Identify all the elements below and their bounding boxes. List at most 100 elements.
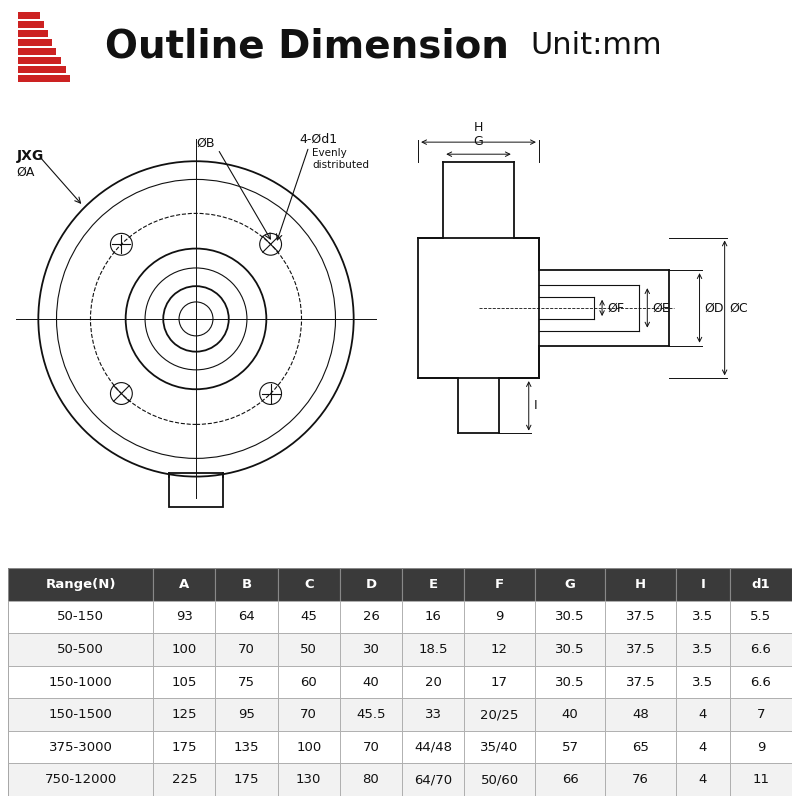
FancyBboxPatch shape <box>18 57 61 64</box>
Bar <box>730 698 792 731</box>
Text: 30.5: 30.5 <box>555 610 585 623</box>
Bar <box>606 568 676 601</box>
Text: 16: 16 <box>425 610 442 623</box>
Text: 12: 12 <box>491 643 508 656</box>
Text: 30.5: 30.5 <box>555 675 585 689</box>
Text: 150-1000: 150-1000 <box>49 675 113 689</box>
Text: 4: 4 <box>698 774 707 786</box>
Bar <box>8 698 153 731</box>
Bar <box>535 601 606 633</box>
Bar <box>278 763 340 796</box>
Text: 30.5: 30.5 <box>555 643 585 656</box>
Bar <box>402 601 464 633</box>
FancyBboxPatch shape <box>18 47 56 55</box>
Bar <box>8 763 153 796</box>
Bar <box>215 633 278 666</box>
Bar <box>340 568 402 601</box>
Text: H: H <box>635 578 646 590</box>
Text: JXG: JXG <box>17 149 44 163</box>
Bar <box>153 763 215 796</box>
Text: 4: 4 <box>698 708 707 721</box>
Bar <box>153 568 215 601</box>
Bar <box>402 698 464 731</box>
Bar <box>402 763 464 796</box>
Text: 100: 100 <box>296 741 322 754</box>
Bar <box>278 666 340 698</box>
Text: 65: 65 <box>632 741 649 754</box>
Bar <box>402 633 464 666</box>
Bar <box>606 601 676 633</box>
Text: Outline Dimension: Outline Dimension <box>105 27 509 65</box>
Text: 50-150: 50-150 <box>57 610 104 623</box>
Text: I: I <box>700 578 706 590</box>
Text: ØE: ØE <box>652 302 670 314</box>
Text: 66: 66 <box>562 774 578 786</box>
Text: A: A <box>179 578 190 590</box>
Text: 175: 175 <box>171 741 197 754</box>
Text: 37.5: 37.5 <box>626 675 655 689</box>
Bar <box>606 698 676 731</box>
Bar <box>606 666 676 698</box>
Text: 18.5: 18.5 <box>418 643 448 656</box>
Text: 76: 76 <box>632 774 649 786</box>
Text: 60: 60 <box>300 675 317 689</box>
Bar <box>676 568 730 601</box>
Text: 9: 9 <box>495 610 504 623</box>
Bar <box>606 763 676 796</box>
Bar <box>153 601 215 633</box>
Bar <box>464 698 535 731</box>
Text: 150-1500: 150-1500 <box>49 708 113 721</box>
Text: 50-500: 50-500 <box>57 643 104 656</box>
Text: 70: 70 <box>238 643 255 656</box>
Bar <box>8 731 153 763</box>
Text: 11: 11 <box>752 774 770 786</box>
Bar <box>215 666 278 698</box>
FancyBboxPatch shape <box>18 66 66 73</box>
Text: F: F <box>495 578 504 590</box>
Bar <box>730 601 792 633</box>
Bar <box>464 633 535 666</box>
Bar <box>8 666 153 698</box>
Bar <box>278 731 340 763</box>
Text: G: G <box>565 578 575 590</box>
Text: B: B <box>242 578 251 590</box>
Text: 225: 225 <box>171 774 197 786</box>
Bar <box>402 666 464 698</box>
Text: G: G <box>474 135 483 148</box>
Text: ØA: ØA <box>17 166 35 179</box>
Text: 20: 20 <box>425 675 442 689</box>
Text: 95: 95 <box>238 708 255 721</box>
Text: 50/60: 50/60 <box>481 774 518 786</box>
Bar <box>606 633 676 666</box>
Text: 44/48: 44/48 <box>414 741 452 754</box>
Text: 135: 135 <box>234 741 259 754</box>
Bar <box>730 763 792 796</box>
FancyBboxPatch shape <box>18 74 70 82</box>
Text: C: C <box>304 578 314 590</box>
Text: H: H <box>474 121 483 134</box>
Text: 93: 93 <box>176 610 193 623</box>
Bar <box>278 601 340 633</box>
Text: 4: 4 <box>698 741 707 754</box>
Bar <box>730 731 792 763</box>
Text: 6.6: 6.6 <box>750 643 771 656</box>
Text: 70: 70 <box>362 741 379 754</box>
Bar <box>215 698 278 731</box>
Text: 6.6: 6.6 <box>750 675 771 689</box>
Bar <box>340 633 402 666</box>
Text: 750-12000: 750-12000 <box>45 774 117 786</box>
Text: D: D <box>366 578 377 590</box>
Text: ØB: ØB <box>197 137 215 150</box>
FancyBboxPatch shape <box>18 21 44 28</box>
Text: distributed: distributed <box>313 160 370 170</box>
Bar <box>535 731 606 763</box>
Text: 70: 70 <box>300 708 317 721</box>
Bar <box>730 568 792 601</box>
Text: E: E <box>429 578 438 590</box>
Text: 40: 40 <box>562 708 578 721</box>
Bar <box>730 633 792 666</box>
Text: 37.5: 37.5 <box>626 610 655 623</box>
Bar <box>215 568 278 601</box>
Bar <box>170 473 222 507</box>
Bar <box>153 698 215 731</box>
